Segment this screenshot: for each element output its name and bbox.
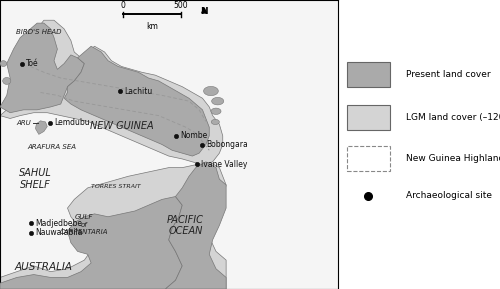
Text: AUSTRALIA: AUSTRALIA xyxy=(15,262,73,272)
Text: SHELF: SHELF xyxy=(20,180,51,190)
Polygon shape xyxy=(204,86,218,96)
Text: BIRD'S HEAD: BIRD'S HEAD xyxy=(16,29,62,35)
Text: Toé: Toé xyxy=(26,59,38,68)
Text: Bobongara: Bobongara xyxy=(206,140,248,149)
Text: Madjedbebe: Madjedbebe xyxy=(36,218,82,228)
Text: Lemdubu: Lemdubu xyxy=(54,118,90,127)
Polygon shape xyxy=(166,162,226,289)
Text: Nauwalabila: Nauwalabila xyxy=(36,228,83,237)
Text: Lachitu: Lachitu xyxy=(124,86,152,96)
Bar xyxy=(347,105,390,130)
Text: Archaeological site: Archaeological site xyxy=(406,191,492,200)
Text: SAHUL: SAHUL xyxy=(19,168,52,178)
Text: km: km xyxy=(146,22,158,31)
Text: LGM land cover (–120 m): LGM land cover (–120 m) xyxy=(406,113,500,122)
Text: OCEAN: OCEAN xyxy=(168,226,203,236)
Polygon shape xyxy=(36,121,48,134)
Text: PACIFIC: PACIFIC xyxy=(167,215,204,225)
Bar xyxy=(347,146,390,171)
Text: Nombe: Nombe xyxy=(180,131,207,140)
Polygon shape xyxy=(0,20,223,165)
Text: New Guinea Highlands: New Guinea Highlands xyxy=(406,154,500,163)
Polygon shape xyxy=(212,119,220,125)
Text: Present land cover: Present land cover xyxy=(406,70,490,79)
Text: 0: 0 xyxy=(121,1,126,10)
Polygon shape xyxy=(0,23,84,113)
Polygon shape xyxy=(0,162,226,289)
Polygon shape xyxy=(212,97,224,105)
Text: ARAFURA SEA: ARAFURA SEA xyxy=(28,144,77,150)
Text: of: of xyxy=(80,222,87,228)
Text: TORRES STRAIT: TORRES STRAIT xyxy=(90,184,140,189)
Polygon shape xyxy=(0,197,182,289)
Polygon shape xyxy=(64,46,209,156)
Text: Ivane Valley: Ivane Valley xyxy=(201,160,248,169)
Text: NEW GUINEA: NEW GUINEA xyxy=(90,121,154,131)
Polygon shape xyxy=(211,108,221,114)
Circle shape xyxy=(2,77,11,84)
Text: GULF: GULF xyxy=(74,214,93,220)
Circle shape xyxy=(0,61,7,66)
Bar xyxy=(347,62,390,87)
Text: N: N xyxy=(200,7,208,16)
Text: CARPENTARIA: CARPENTARIA xyxy=(60,229,108,235)
Text: 500: 500 xyxy=(174,1,188,10)
Text: ARU: ARU xyxy=(16,120,31,126)
